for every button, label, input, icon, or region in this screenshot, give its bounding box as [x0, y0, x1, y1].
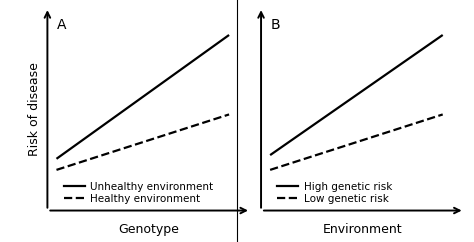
- Text: Environment: Environment: [323, 223, 402, 236]
- Text: Genotype: Genotype: [118, 223, 180, 236]
- Text: A: A: [56, 18, 66, 32]
- Text: B: B: [270, 18, 280, 32]
- Legend: High genetic risk, Low genetic risk: High genetic risk, Low genetic risk: [276, 181, 393, 205]
- Text: Risk of disease: Risk of disease: [28, 62, 41, 156]
- Legend: Unhealthy environment, Healthy environment: Unhealthy environment, Healthy environme…: [63, 181, 214, 205]
